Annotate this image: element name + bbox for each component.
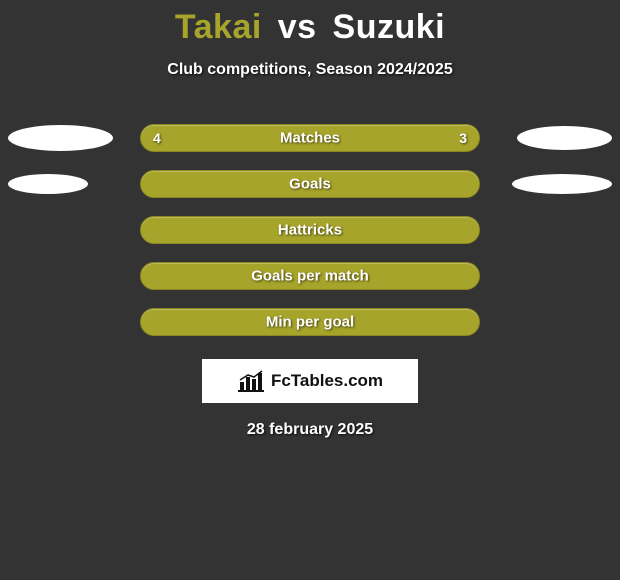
stat-row-min-per-goal: Min per goal: [0, 299, 620, 345]
stat-bar: Hattricks: [140, 216, 480, 244]
player2-name: Suzuki: [333, 8, 446, 46]
stat-value-right: 3: [459, 130, 467, 146]
stat-bar: Goals: [140, 170, 480, 198]
stat-row-matches: 4 Matches 3: [0, 115, 620, 161]
right-ellipse: [517, 126, 612, 150]
player1-name: Takai: [175, 8, 262, 46]
comparison-title: Takai vs Suzuki: [0, 0, 620, 47]
stat-bar: Goals per match: [140, 262, 480, 290]
left-ellipse: [8, 125, 113, 151]
stat-row-hattricks: Hattricks: [0, 207, 620, 253]
stat-bar: Min per goal: [140, 308, 480, 336]
stat-label: Hattricks: [141, 222, 479, 239]
date-label: 28 february 2025: [0, 421, 620, 439]
subtitle: Club competitions, Season 2024/2025: [0, 61, 620, 79]
vs-label: vs: [278, 8, 317, 46]
stat-row-goals-per-match: Goals per match: [0, 253, 620, 299]
stat-row-goals: Goals: [0, 161, 620, 207]
stat-label: Goals per match: [141, 268, 479, 285]
stat-label: Min per goal: [141, 314, 479, 331]
stat-label: Matches: [141, 130, 479, 147]
bar-chart-icon: [237, 370, 265, 392]
logo-text: FcTables.com: [271, 371, 383, 391]
source-logo: FcTables.com: [202, 359, 418, 403]
stats-container: 4 Matches 3 Goals Hattricks Goals per ma…: [0, 115, 620, 345]
stat-label: Goals: [141, 176, 479, 193]
stat-bar: 4 Matches 3: [140, 124, 480, 152]
right-ellipse: [512, 174, 612, 194]
left-ellipse: [8, 174, 88, 194]
